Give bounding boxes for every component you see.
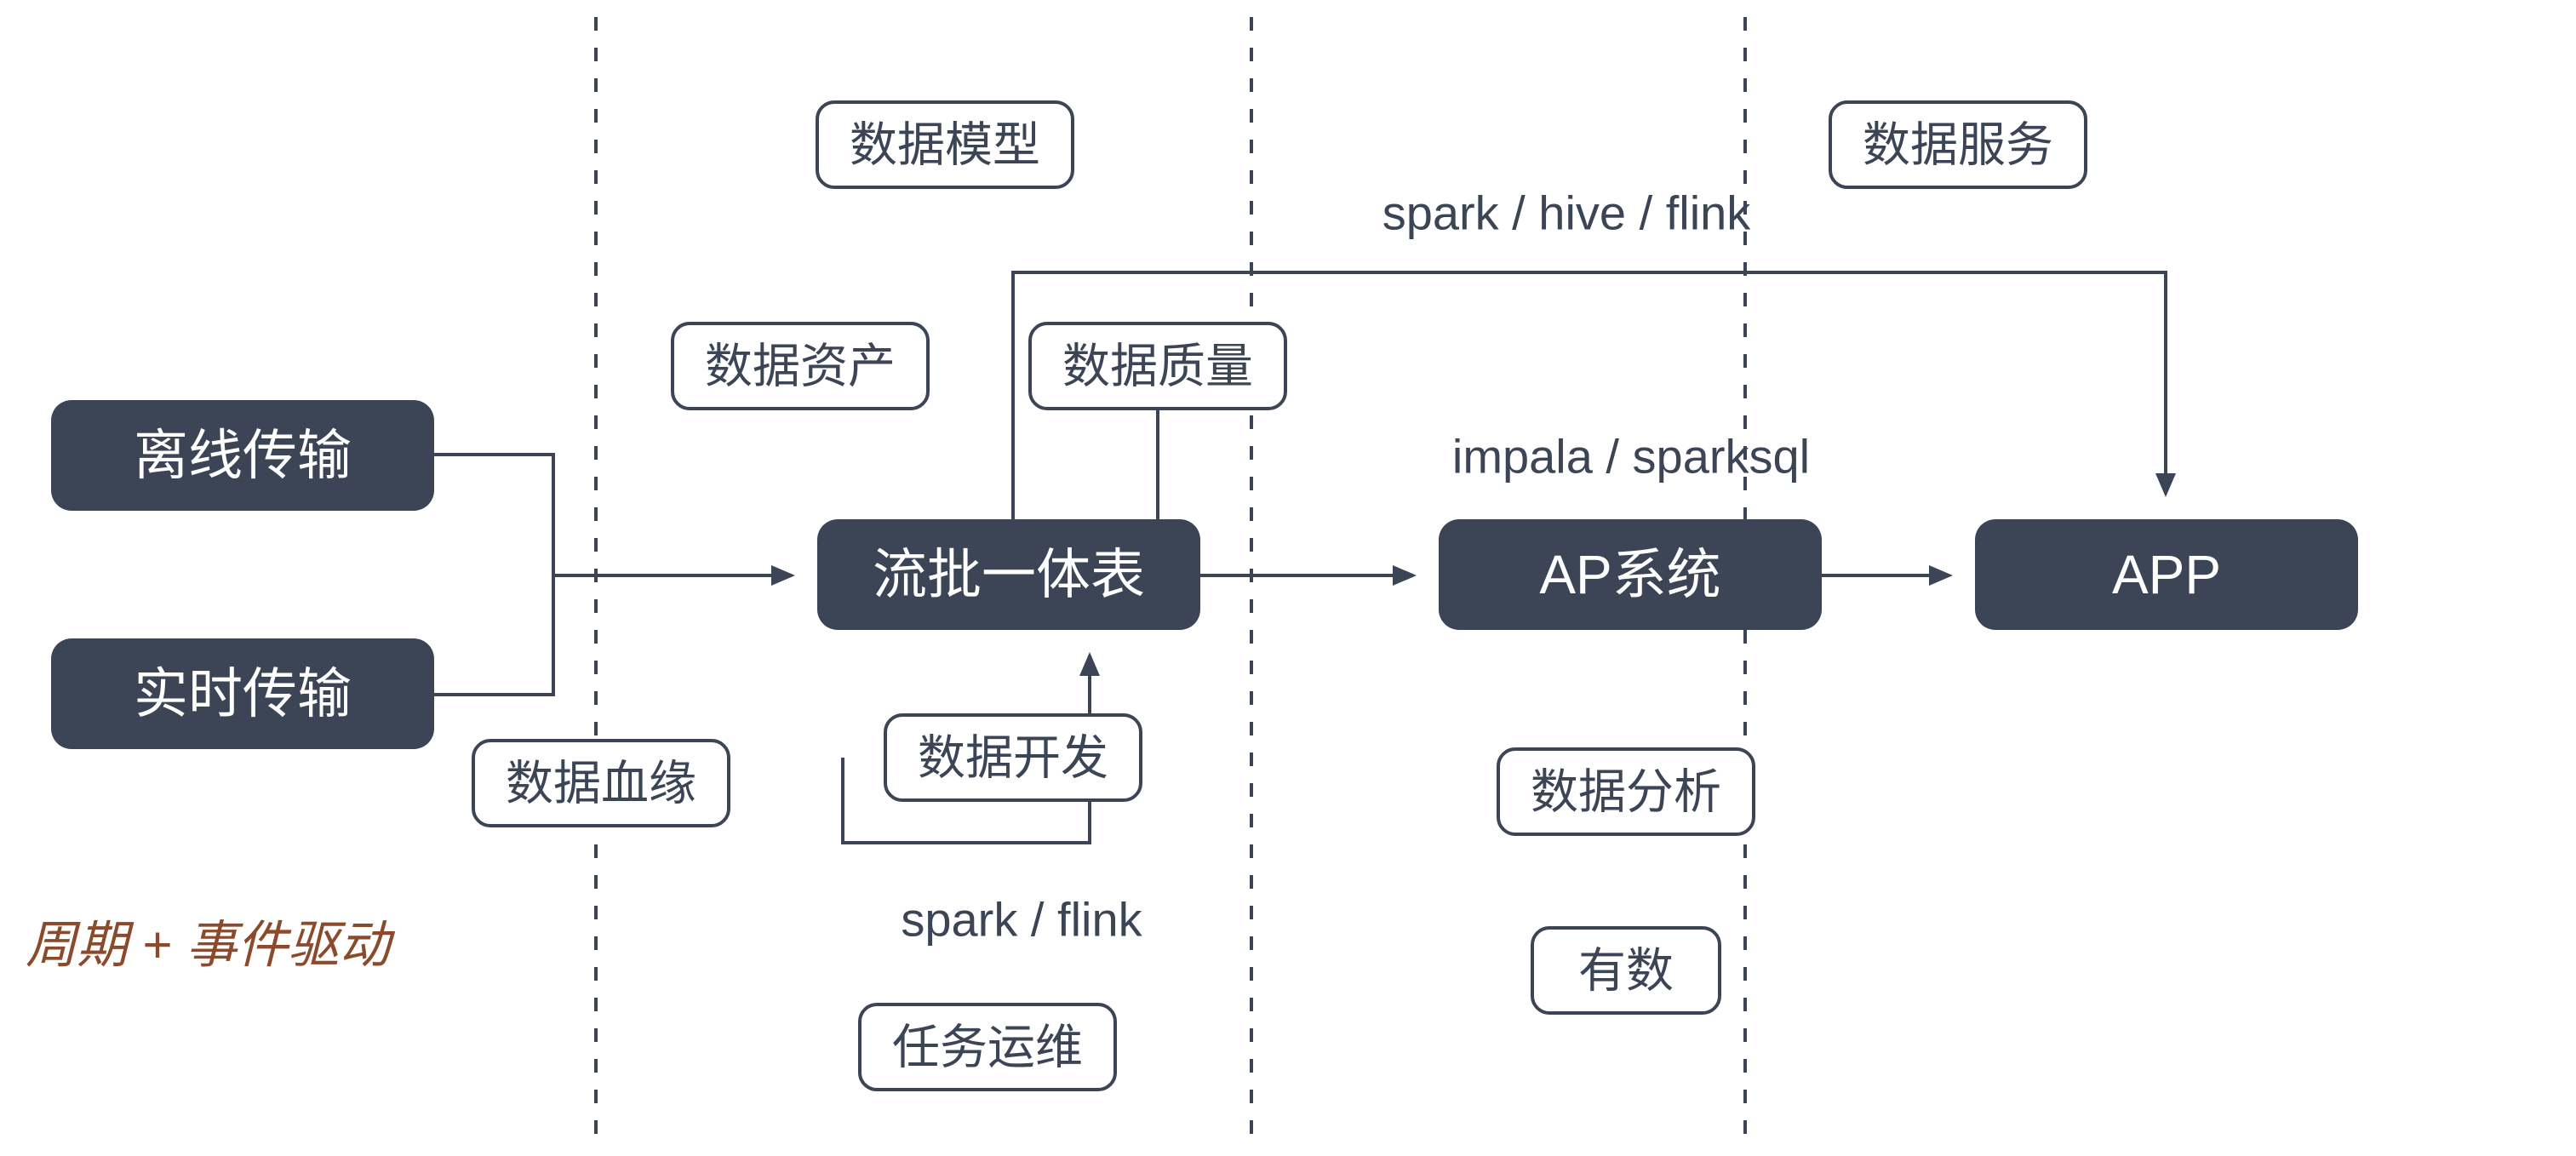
connector-c-off-join — [434, 455, 553, 575]
node-label-app: APP — [2112, 544, 2221, 605]
edge-label-lbl-sf: spark / flink — [901, 893, 1142, 947]
architecture-diagram: 离线传输实时传输 流批一体表 AP系统 APP 数据模型数据资产 数据质量数据血缘 数据开… — [0, 0, 2576, 1156]
node-ap: AP系统 — [1439, 519, 1822, 630]
annotation-cycle-event: 周期 + 事件驱动 — [26, 917, 395, 974]
edge-label-lbl-shf: spark / hive / flink — [1382, 186, 1752, 240]
node-realtime: 实时传输 — [51, 638, 434, 749]
tag-label-lineage: 数据血缘 — [506, 757, 696, 810]
node-label-offline: 离线传输 — [134, 425, 352, 486]
tag-lineage: 数据血缘 — [473, 741, 729, 826]
node-unified: 流批一体表 — [817, 519, 1200, 630]
node-label-unified: 流批一体表 — [873, 544, 1145, 605]
tag-label-model: 数据模型 — [850, 118, 1040, 172]
tag-label-dev: 数据开发 — [918, 731, 1108, 785]
node-label-ap: AP系统 — [1539, 544, 1720, 605]
node-app: APP — [1975, 519, 2358, 630]
tag-label-quality: 数据质量 — [1062, 340, 1253, 393]
node-label-realtime: 实时传输 — [134, 663, 352, 724]
edge-label-lbl-impala: impala / sparksql — [1452, 430, 1810, 484]
tag-quality: 数据质量 — [1030, 323, 1285, 409]
tag-dev: 数据开发 — [885, 715, 1141, 800]
tag-youshu: 有数 — [1532, 928, 1720, 1013]
tag-analysis: 数据分析 — [1498, 749, 1754, 834]
tag-asset: 数据资产 — [673, 323, 928, 409]
tag-label-analysis: 数据分析 — [1531, 765, 1721, 819]
tag-label-youshu: 有数 — [1578, 944, 1674, 998]
tag-service: 数据服务 — [1830, 102, 2086, 187]
tag-label-asset: 数据资产 — [705, 340, 896, 393]
node-offline: 离线传输 — [51, 400, 434, 511]
tag-label-ops: 任务运维 — [892, 1021, 1083, 1074]
tag-ops: 任务运维 — [860, 1004, 1115, 1090]
tag-model: 数据模型 — [817, 102, 1073, 187]
tag-label-service: 数据服务 — [1863, 118, 2053, 172]
connector-c-rt-join — [434, 575, 553, 695]
